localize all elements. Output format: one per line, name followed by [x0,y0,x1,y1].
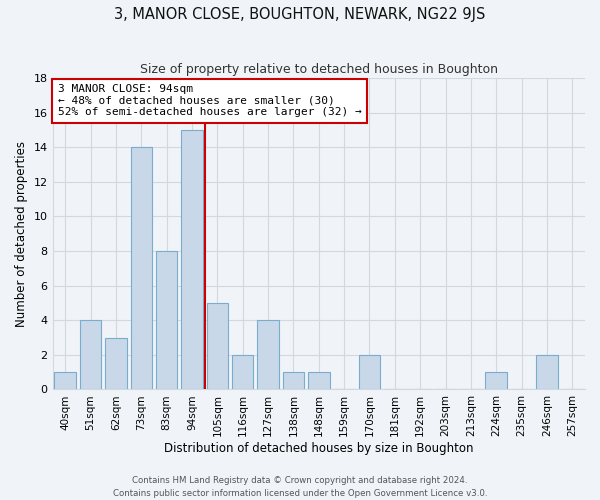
Bar [232,355,253,390]
Bar [131,148,152,390]
Bar [536,355,558,390]
Bar [257,320,279,390]
Bar [485,372,507,390]
Bar [206,303,228,390]
Bar [308,372,329,390]
Bar [283,372,304,390]
Title: Size of property relative to detached houses in Boughton: Size of property relative to detached ho… [140,62,498,76]
Bar [80,320,101,390]
Bar [55,372,76,390]
Text: 3 MANOR CLOSE: 94sqm
← 48% of detached houses are smaller (30)
52% of semi-detac: 3 MANOR CLOSE: 94sqm ← 48% of detached h… [58,84,362,117]
Text: 3, MANOR CLOSE, BOUGHTON, NEWARK, NG22 9JS: 3, MANOR CLOSE, BOUGHTON, NEWARK, NG22 9… [115,8,485,22]
Bar [359,355,380,390]
Text: Contains HM Land Registry data © Crown copyright and database right 2024.
Contai: Contains HM Land Registry data © Crown c… [113,476,487,498]
Y-axis label: Number of detached properties: Number of detached properties [15,141,28,327]
Bar [156,251,178,390]
Bar [181,130,203,390]
X-axis label: Distribution of detached houses by size in Boughton: Distribution of detached houses by size … [164,442,473,455]
Bar [105,338,127,390]
